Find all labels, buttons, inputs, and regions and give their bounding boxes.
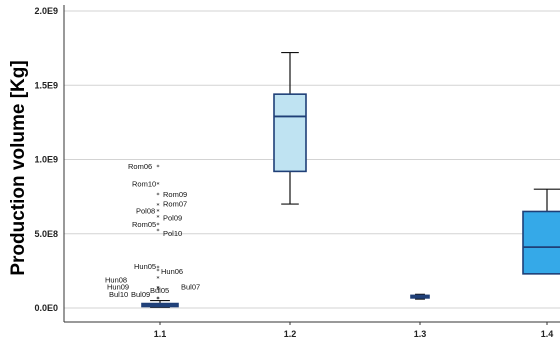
outlier-label: Rom06 xyxy=(128,162,152,171)
x-tick-label: 1.4 xyxy=(541,329,554,339)
outlier-label: Pol10 xyxy=(163,229,182,238)
box-1.1 xyxy=(141,299,179,308)
y-tick-label: 5.0E8 xyxy=(34,229,58,239)
outlier-marker: * xyxy=(157,192,160,199)
boxes xyxy=(141,51,560,308)
outlier-label: Rom07 xyxy=(163,200,187,209)
outlier-marker: * xyxy=(157,208,160,215)
x-tick-label: 1.2 xyxy=(284,329,297,339)
y-tick-labels: 0.0E0 5.0E8 1.0E9 1.5E9 2.0E9 xyxy=(34,6,58,313)
outlier-marker: * xyxy=(157,268,160,275)
outlier-marker: * xyxy=(157,182,160,189)
outlier-marker: * xyxy=(157,286,160,293)
outlier-label: Rom09 xyxy=(163,190,187,199)
outlier-marker: * xyxy=(157,164,160,171)
outlier-label: Hun06 xyxy=(161,267,183,276)
outlier-marker: * xyxy=(157,265,160,272)
x-tick-labels: 1.1 1.2 1.3 1.4 xyxy=(154,322,554,339)
outlier-marker: * xyxy=(157,275,160,282)
box-body xyxy=(522,210,560,275)
outlier-label: Bul10 xyxy=(109,290,128,299)
y-tick-label: 2.0E9 xyxy=(34,6,58,16)
outlier-marker: * xyxy=(157,286,160,293)
outliers: *Rom06*Rom10* Rom09* Rom07*Pol08* Pol09*Rom… xyxy=(105,162,200,303)
y-tick-label: 1.5E9 xyxy=(34,80,58,90)
outlier-label: Bul07 xyxy=(181,283,200,292)
outlier-label: Hun08 xyxy=(105,275,127,284)
outlier-marker: * xyxy=(157,214,160,221)
outlier-marker: * xyxy=(157,222,160,229)
y-tick-label: 1.0E9 xyxy=(34,155,58,165)
outlier-label: Pol08 xyxy=(136,206,155,215)
outlier-label: Bul05 xyxy=(150,286,169,295)
outlier-marker: * xyxy=(157,203,160,210)
box-1.2 xyxy=(273,51,307,205)
y-tick-label: 0.0E0 xyxy=(34,303,58,313)
outlier-label: Rom10 xyxy=(132,180,156,189)
gridlines xyxy=(64,10,560,309)
outlier-marker: * xyxy=(157,287,160,294)
box-body xyxy=(273,93,307,173)
outlier-marker: * xyxy=(157,296,160,303)
box-1.3 xyxy=(410,293,430,300)
outlier-label: Hun05 xyxy=(134,262,156,271)
outlier-label: Hun09 xyxy=(107,283,129,292)
outlier-label: Rom05 xyxy=(132,220,156,229)
y-axis-label: Production volume [Kg] xyxy=(8,60,29,275)
outlier-label: Bul09 xyxy=(131,290,150,299)
x-tick-label: 1.1 xyxy=(154,329,167,339)
x-tick-label: 1.3 xyxy=(414,329,427,339)
box-1.4 xyxy=(522,188,560,275)
outlier-label: Pol09 xyxy=(163,213,182,222)
outlier-marker: * xyxy=(157,228,160,235)
outlier-marker: * xyxy=(157,296,160,303)
